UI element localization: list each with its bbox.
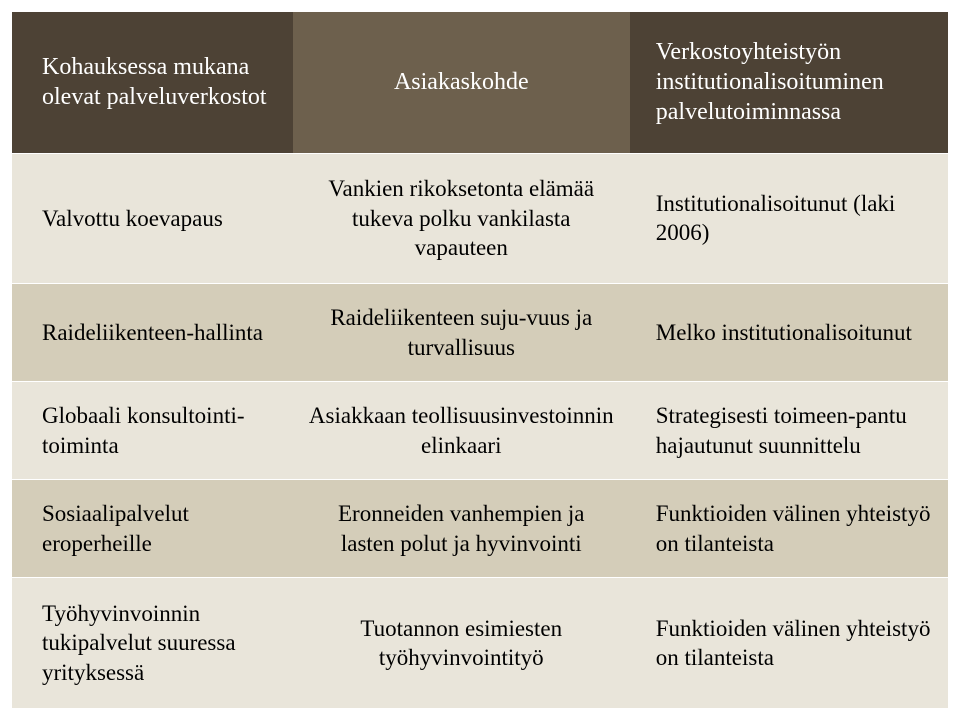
cell-right: Melko institutionalisoitunut (630, 284, 948, 382)
cell-left: Työhyvinvoinnin tukipalvelut suuressa yr… (12, 578, 293, 708)
table-row: Sosiaalipalvelut eroperheilleEronneiden … (12, 480, 948, 578)
table-row: Raideliikenteen-hallintaRaideliikenteen … (12, 284, 948, 382)
cell-right: Strategisesti toimeen-pantu hajautunut s… (630, 382, 948, 480)
table-row: Globaali konsultointi-toimintaAsiakkaan … (12, 382, 948, 480)
cell-mid: Tuotannon esimiesten työhyvinvointityö (293, 578, 630, 708)
header-cell-right: Verkostoyhteistyön institutionalisoitumi… (630, 12, 948, 153)
cell-right: Funktioiden välinen yhteistyö on tilante… (630, 480, 948, 578)
cell-left: Globaali konsultointi-toiminta (12, 382, 293, 480)
cell-left: Valvottu koevapaus (12, 153, 293, 284)
header-row: Kohauksessa mukana olevat palveluverkost… (12, 12, 948, 153)
cell-left: Sosiaalipalvelut eroperheille (12, 480, 293, 578)
cell-mid: Vankien rikoksetonta elämää tukeva polku… (293, 153, 630, 284)
cell-left: Raideliikenteen-hallinta (12, 284, 293, 382)
cell-right: Funktioiden välinen yhteistyö on tilante… (630, 578, 948, 708)
cell-right: Institutionalisoitunut (laki 2006) (630, 153, 948, 284)
cell-mid: Eronneiden vanhempien ja lasten polut ja… (293, 480, 630, 578)
slide: Kohauksessa mukana olevat palveluverkost… (0, 0, 960, 720)
content-table: Kohauksessa mukana olevat palveluverkost… (12, 12, 948, 708)
table-row: Valvottu koevapausVankien rikoksetonta e… (12, 153, 948, 284)
table-row: Työhyvinvoinnin tukipalvelut suuressa yr… (12, 578, 948, 708)
cell-mid: Asiakkaan teollisuusinvestoinnin elinkaa… (293, 382, 630, 480)
header-cell-mid: Asiakaskohde (293, 12, 630, 153)
header-cell-left: Kohauksessa mukana olevat palveluverkost… (12, 12, 293, 153)
cell-mid: Raideliikenteen suju-vuus ja turvallisuu… (293, 284, 630, 382)
